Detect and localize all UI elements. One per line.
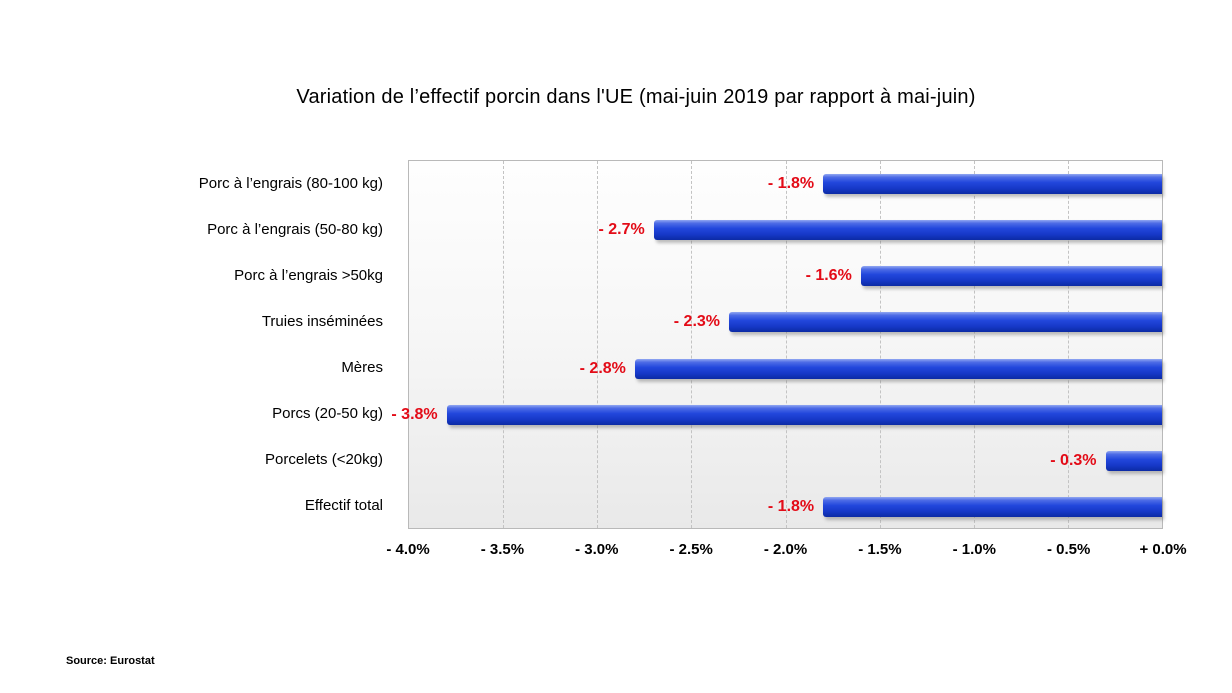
category-label: Truies inséminées (261, 312, 383, 330)
bar-value-label: - 0.3% (1050, 451, 1097, 469)
bar-value-label: - 1.8% (767, 497, 815, 515)
bar (446, 404, 1162, 425)
bar-row: - 3.8% (391, 392, 1162, 438)
gridline (879, 161, 881, 528)
bar-value-label: - 2.7% (598, 221, 645, 239)
bar-row: - 0.3% (409, 438, 1162, 484)
x-tick-label: - 3.5% (480, 541, 525, 558)
source-note: Source: Eurostat (66, 655, 155, 667)
gridline (785, 161, 787, 528)
x-tick-label: - 2.5% (669, 541, 713, 558)
bar-value-label: - 1.8% (767, 175, 815, 192)
category-label: Porc à l’engrais >50kg (234, 266, 383, 284)
category-label: Porc à l’engrais (50-80 kg) (207, 220, 383, 238)
bar-row: - 2.7% (409, 207, 1162, 253)
gridline (503, 161, 505, 528)
category-label: Porcelets (<20kg) (265, 451, 383, 469)
bar (729, 312, 1162, 333)
bar-row: - 2.8% (409, 346, 1162, 392)
bar (634, 358, 1162, 379)
y-axis-category-labels: Porc à l’engrais (80-100 kg) Porc à l’eng… (40, 160, 396, 529)
bar-row: - 1.6% (409, 253, 1162, 299)
category-label: Porcs (20-50 kg) (272, 405, 383, 423)
gridline (691, 161, 693, 528)
x-axis: - 4.0% - 3.5% - 3.0% - 2.5% - 2.0% - 1.5% - 1.… (0, 541, 1232, 563)
x-tick-label: - 4.0% (386, 541, 430, 558)
bar-row: - 2.3% (409, 299, 1162, 345)
bar-row: - 1.8% (409, 161, 1162, 207)
bar-value-label: - 2.3% (673, 313, 721, 331)
bar-row: - 1.8% (409, 484, 1162, 530)
plot-area: - 1.8% - 2.7% - 1.6% - 2.3% - 2.8% - 3.8% - 0.… (391, 160, 1163, 530)
category-label: Porc à l’engrais (80-100 kg) (198, 174, 383, 192)
bar-value-label: - 3.8% (391, 405, 438, 423)
x-tick-label: - 3.0% (575, 541, 619, 558)
bar (653, 220, 1162, 241)
gridline (597, 161, 599, 528)
bar (1105, 450, 1162, 471)
bar (860, 266, 1162, 287)
x-tick-label: + 0.0% (1139, 541, 1187, 558)
bar-value-label: - 2.8% (579, 359, 626, 377)
x-tick-label: - 0.5% (1046, 541, 1091, 558)
chart-title: Variation de l’effectif porcin dans l'UE… (296, 86, 976, 108)
bar (823, 174, 1162, 194)
category-label: Mères (341, 359, 383, 377)
x-tick-label: - 2.0% (763, 541, 808, 558)
category-label: Effectif total (304, 497, 383, 515)
bar (823, 496, 1162, 517)
x-tick-label: - 1.5% (858, 541, 902, 558)
gridline (973, 161, 975, 528)
bar-value-label: - 1.6% (805, 267, 852, 285)
x-tick-label: - 1.0% (952, 541, 996, 558)
gridline (1067, 161, 1069, 528)
